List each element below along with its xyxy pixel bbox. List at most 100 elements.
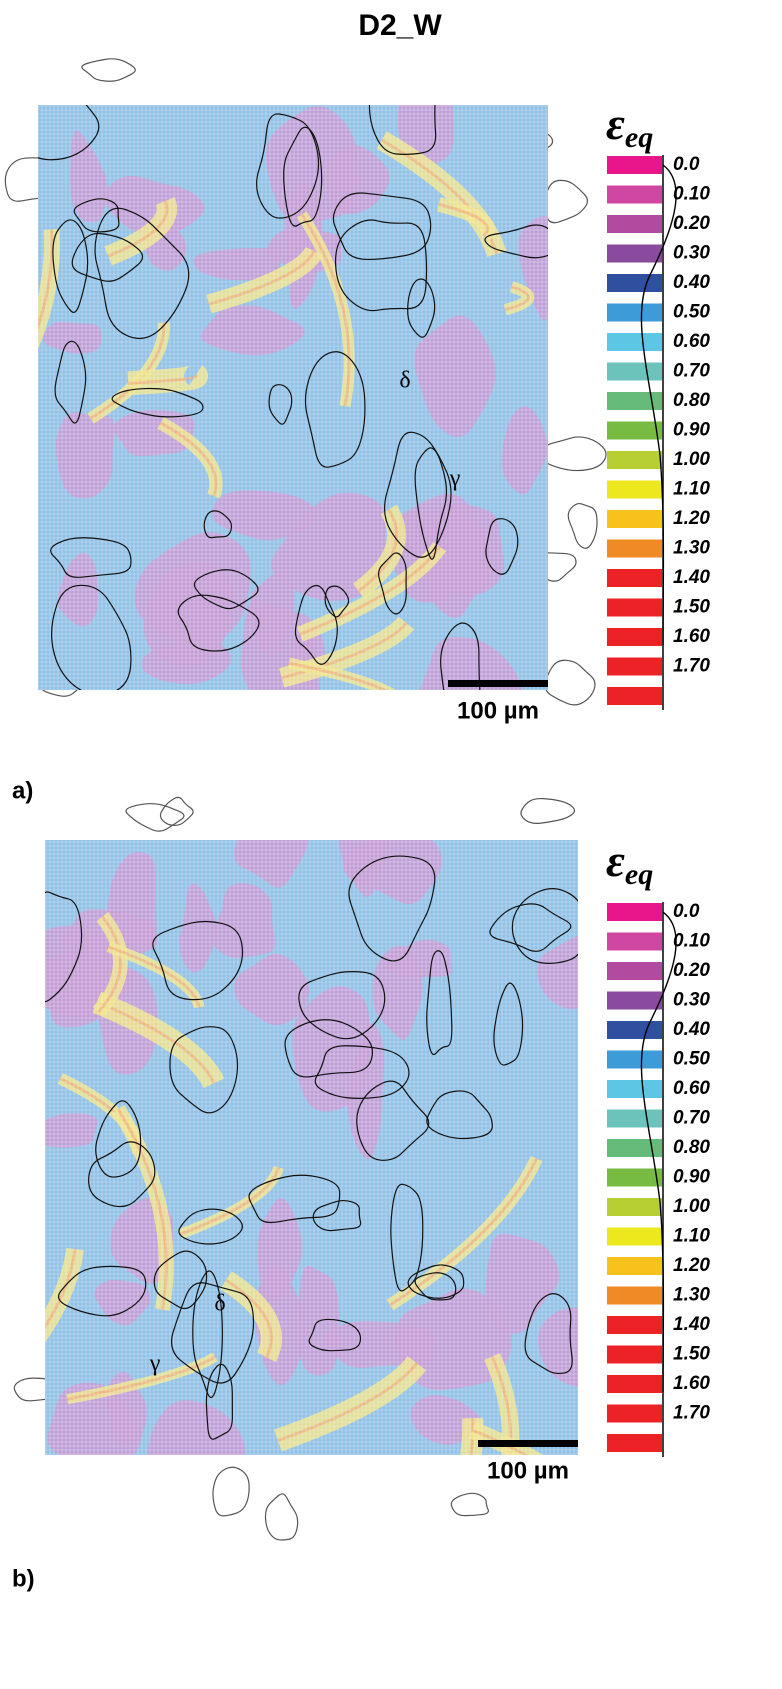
phase-boundary bbox=[407, 1264, 465, 1299]
phase-boundary bbox=[489, 903, 572, 952]
phase-boundary bbox=[324, 585, 350, 618]
colorbar-label: 0.90 bbox=[673, 1167, 710, 1188]
colorbar-swatch bbox=[607, 657, 662, 676]
scale-bar-bg bbox=[446, 698, 550, 726]
colorbar-label: 0.90 bbox=[673, 420, 710, 441]
phase-boundary bbox=[308, 1318, 362, 1352]
phase-boundary bbox=[414, 1272, 457, 1301]
phase-boundary bbox=[484, 224, 548, 259]
colorbar-swatch bbox=[607, 156, 662, 174]
phase-boundary bbox=[57, 1265, 147, 1317]
phase-boundary bbox=[88, 1141, 156, 1208]
colorbar-label: 0.0 bbox=[673, 901, 700, 922]
phase-label: δ bbox=[214, 1291, 225, 1317]
colorbar-swatch bbox=[607, 451, 662, 469]
phase-boundary bbox=[298, 971, 386, 1040]
phase-boundary bbox=[390, 1183, 424, 1292]
phase-boundary bbox=[368, 105, 437, 156]
outer-contour bbox=[540, 436, 607, 472]
phase-boundary bbox=[205, 1363, 233, 1440]
phase-boundary bbox=[178, 1208, 243, 1245]
outer-contour bbox=[544, 659, 596, 706]
phase-boundary bbox=[256, 113, 320, 219]
colorbar-swatch bbox=[607, 1316, 662, 1334]
colorbar-label: 1.10 bbox=[673, 1226, 710, 1247]
scale-bar bbox=[448, 680, 548, 687]
phase-boundary bbox=[177, 594, 260, 652]
phase-boundary bbox=[50, 537, 132, 578]
colorbar-swatch bbox=[607, 1375, 662, 1393]
phase-boundary bbox=[193, 569, 259, 610]
colorbar-label: 1.40 bbox=[673, 1314, 710, 1335]
panel: δ γ 100 µm εeq 0.0 0.10 0.20 0.30 0.40 0.50 0.60 0.… bbox=[4, 58, 710, 804]
colorbar-swatch bbox=[607, 1227, 662, 1246]
colorbar-swatch bbox=[607, 932, 662, 951]
outer-contour bbox=[81, 58, 136, 82]
colorbar-swatch bbox=[607, 303, 662, 322]
colorbar-swatch bbox=[607, 274, 662, 292]
colorbar-swatch bbox=[607, 1021, 662, 1039]
colorbar-swatch bbox=[607, 687, 662, 705]
outer-contour bbox=[567, 502, 598, 549]
colorbar-swatch bbox=[607, 362, 662, 381]
colorbar-label: 1.20 bbox=[673, 1255, 710, 1276]
phase-boundary bbox=[524, 1293, 573, 1375]
phase-boundary bbox=[54, 340, 87, 424]
colorbar-label: 1.00 bbox=[673, 449, 710, 470]
symbol-subscript: eq bbox=[625, 121, 653, 154]
phase-boundary bbox=[493, 982, 524, 1066]
colorbar-swatch bbox=[607, 1345, 662, 1364]
outer-contour bbox=[520, 797, 576, 825]
colorbar-swatch bbox=[607, 244, 662, 263]
phase-boundary bbox=[283, 126, 323, 227]
colorbar-swatch bbox=[607, 539, 662, 558]
phase-boundary bbox=[152, 920, 244, 1001]
colorbar-label: 1.30 bbox=[673, 1285, 710, 1306]
phase-boundary bbox=[485, 518, 519, 575]
colorbar-swatch bbox=[607, 185, 662, 204]
phase-boundary bbox=[383, 431, 452, 558]
map-texture bbox=[45, 840, 578, 1455]
colorbar-label: 0.0 bbox=[673, 154, 700, 175]
scale-bar bbox=[478, 1440, 578, 1447]
colorbar-swatch bbox=[607, 1080, 662, 1098]
phase-boundary bbox=[51, 584, 132, 690]
colorbar-swatch bbox=[607, 333, 662, 351]
distribution-curve bbox=[640, 911, 677, 1393]
colorbar-swatch bbox=[607, 392, 662, 410]
phase-boundary bbox=[314, 1045, 410, 1099]
colorbar-label: 0.80 bbox=[673, 1137, 710, 1158]
colorbar-label: 1.50 bbox=[673, 597, 710, 618]
colorbar-label: 0.60 bbox=[673, 1078, 710, 1099]
colorbar-swatch bbox=[607, 510, 662, 528]
colorbar-swatch bbox=[607, 598, 662, 617]
colorbar-label: 1.20 bbox=[673, 508, 710, 529]
colorbar-swatch bbox=[607, 991, 662, 1010]
phase-boundary bbox=[73, 198, 120, 233]
colorbar-label: 0.60 bbox=[673, 331, 710, 352]
colorbar-swatch bbox=[607, 1139, 662, 1157]
colorbar-label: 0.80 bbox=[673, 390, 710, 411]
phase-boundary bbox=[304, 351, 366, 468]
phase-boundary bbox=[153, 1250, 208, 1310]
phase-boundary bbox=[312, 1199, 362, 1232]
scale-bar-bg bbox=[476, 1458, 580, 1486]
phase-boundary bbox=[334, 219, 428, 312]
colorbar-label: 1.00 bbox=[673, 1196, 710, 1217]
phase-boundary bbox=[426, 950, 453, 1056]
phase-boundary bbox=[511, 888, 578, 964]
outer-contour bbox=[212, 1466, 250, 1517]
phase-boundary bbox=[356, 1080, 430, 1161]
phase-boundary bbox=[171, 1282, 255, 1384]
colorbar-label: 0.40 bbox=[673, 272, 710, 293]
colorbar-label: 1.40 bbox=[673, 567, 710, 588]
phase-boundary bbox=[407, 278, 436, 338]
scale-bar-label: 100 µm bbox=[457, 697, 539, 724]
distribution-curve bbox=[640, 164, 677, 646]
colorbar-swatch bbox=[607, 1404, 662, 1423]
colorbar-label: 1.50 bbox=[673, 1344, 710, 1365]
phase-boundary bbox=[378, 552, 407, 615]
colorbar-swatch bbox=[607, 962, 662, 980]
colorbar-label: 1.30 bbox=[673, 538, 710, 559]
phase-boundary bbox=[111, 387, 204, 418]
